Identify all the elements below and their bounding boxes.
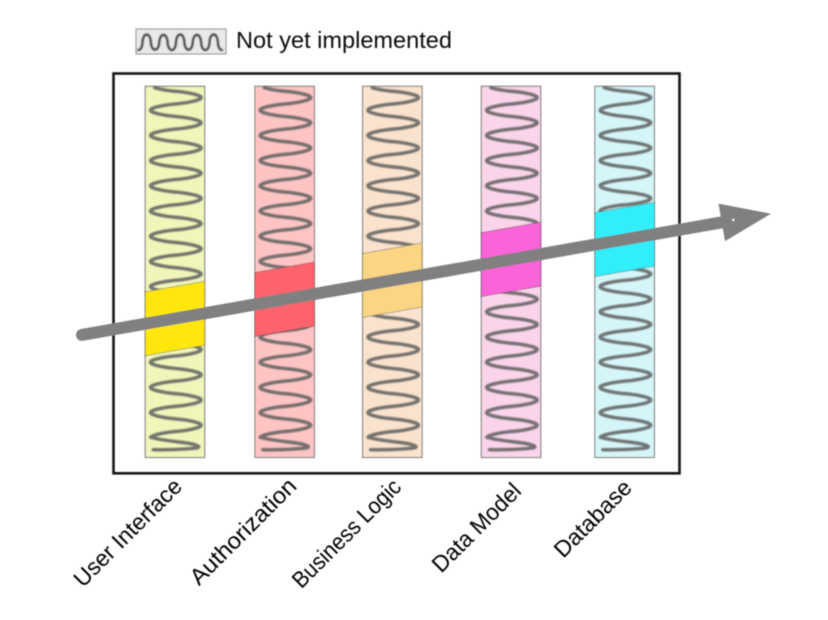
svg-text:Not yet implemented: Not yet implemented <box>236 27 452 53</box>
